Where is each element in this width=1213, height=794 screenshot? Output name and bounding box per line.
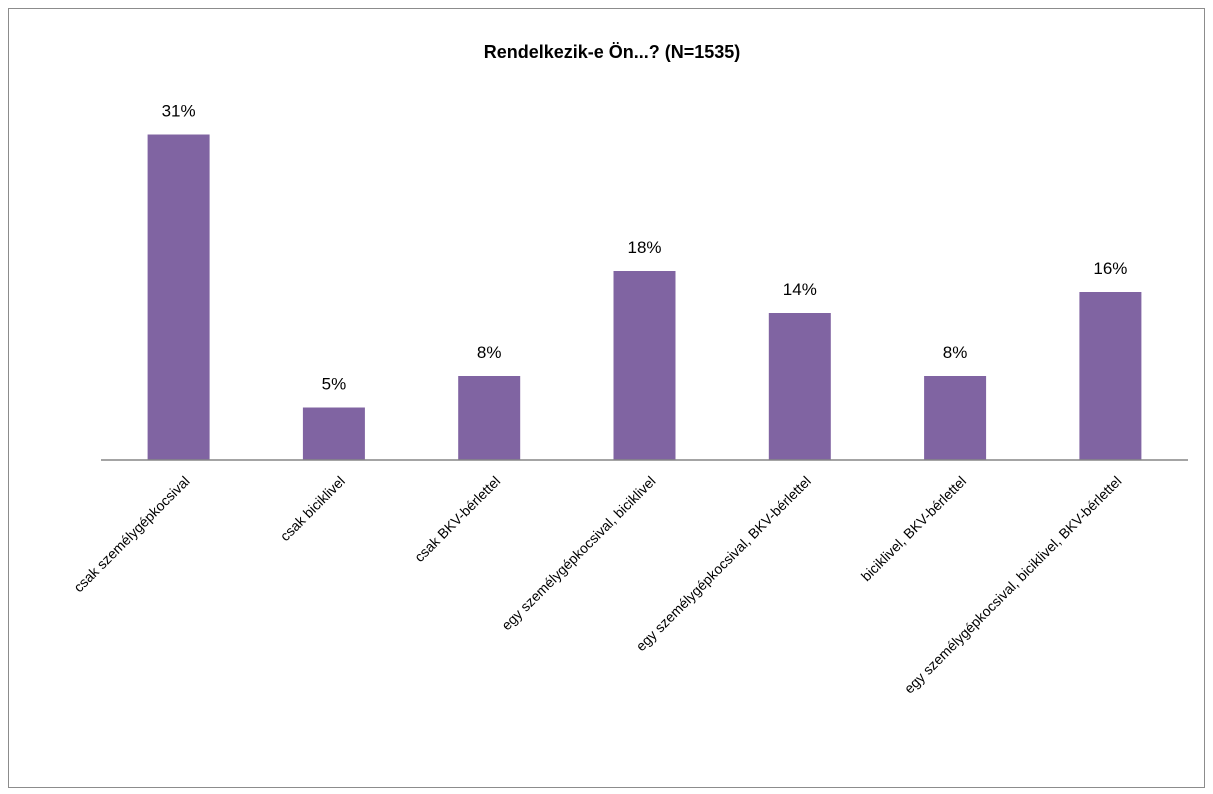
data-label-4: 18% <box>627 238 661 257</box>
category-label-3: csak BKV-bérlettel <box>411 473 503 565</box>
category-label-6: biciklivel, BKV-bérlettel <box>858 473 969 584</box>
category-label-5: egy személygépkocsival, BKV-bérlettel <box>633 473 814 654</box>
data-label-7: 16% <box>1093 259 1127 278</box>
bar-2 <box>302 407 365 460</box>
category-label-4: egy személygépkocsival, biciklivel <box>498 473 658 633</box>
bar-5 <box>768 313 831 460</box>
bar-7 <box>1079 292 1142 460</box>
bar-1 <box>147 134 210 460</box>
data-label-2: 5% <box>322 375 347 394</box>
bar-4 <box>613 271 676 460</box>
bar-3 <box>458 376 521 460</box>
bar-6 <box>924 376 987 460</box>
category-labels-group: csak személygépkocsival csak biciklivel cs… <box>70 473 1124 697</box>
data-label-6: 8% <box>943 343 968 362</box>
chart-title: Rendelkezik-e Ön...? (N=1535) <box>484 42 741 62</box>
category-label-1: csak személygépkocsival <box>70 473 192 595</box>
bars-group <box>147 134 1142 460</box>
data-labels-group: 31% 5% 8% 18% 14% 8% 16% <box>162 102 1128 394</box>
data-label-5: 14% <box>783 280 817 299</box>
data-label-1: 31% <box>162 102 196 121</box>
category-label-2: csak biciklivel <box>277 473 348 544</box>
data-label-3: 8% <box>477 343 502 362</box>
